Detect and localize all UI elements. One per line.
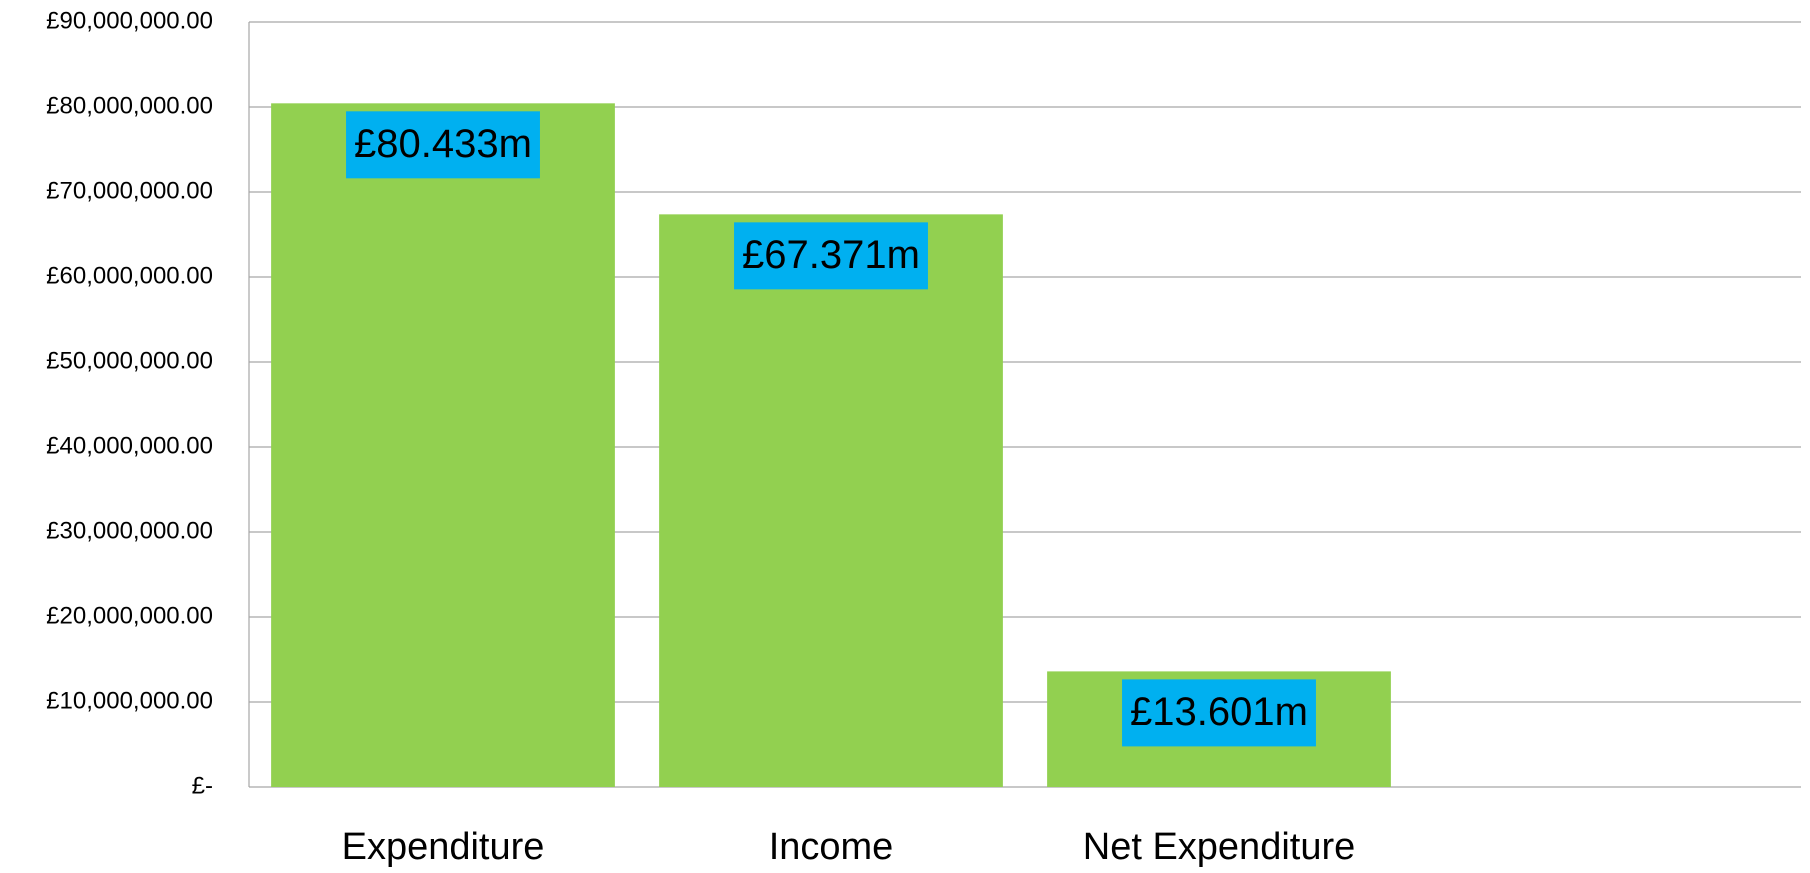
y-tick-label: £20,000,000.00 (46, 602, 213, 629)
y-tick-label: £60,000,000.00 (46, 262, 213, 289)
y-tick-label: £50,000,000.00 (46, 347, 213, 374)
x-tick-label: Expenditure (342, 826, 545, 868)
data-label: £80.433m (354, 122, 532, 166)
y-tick-label: £30,000,000.00 (46, 517, 213, 544)
data-label-bg (1122, 679, 1316, 747)
y-tick-label: £80,000,000.00 (46, 92, 213, 119)
data-label-bg (346, 111, 540, 179)
y-tick-label: £10,000,000.00 (46, 687, 213, 714)
data-label: £67.371m (742, 233, 920, 277)
y-tick-label: £90,000,000.00 (46, 7, 213, 34)
data-label: £13.601m (1130, 690, 1308, 734)
y-tick-label: £40,000,000.00 (46, 432, 213, 459)
x-tick-label: Net Expenditure (1083, 826, 1356, 868)
y-tick-label: £- (192, 772, 213, 799)
bar (271, 103, 615, 787)
bar (659, 214, 1003, 787)
x-tick-label: Income (769, 826, 894, 868)
y-tick-label: £70,000,000.00 (46, 177, 213, 204)
data-label-bg (734, 222, 928, 290)
